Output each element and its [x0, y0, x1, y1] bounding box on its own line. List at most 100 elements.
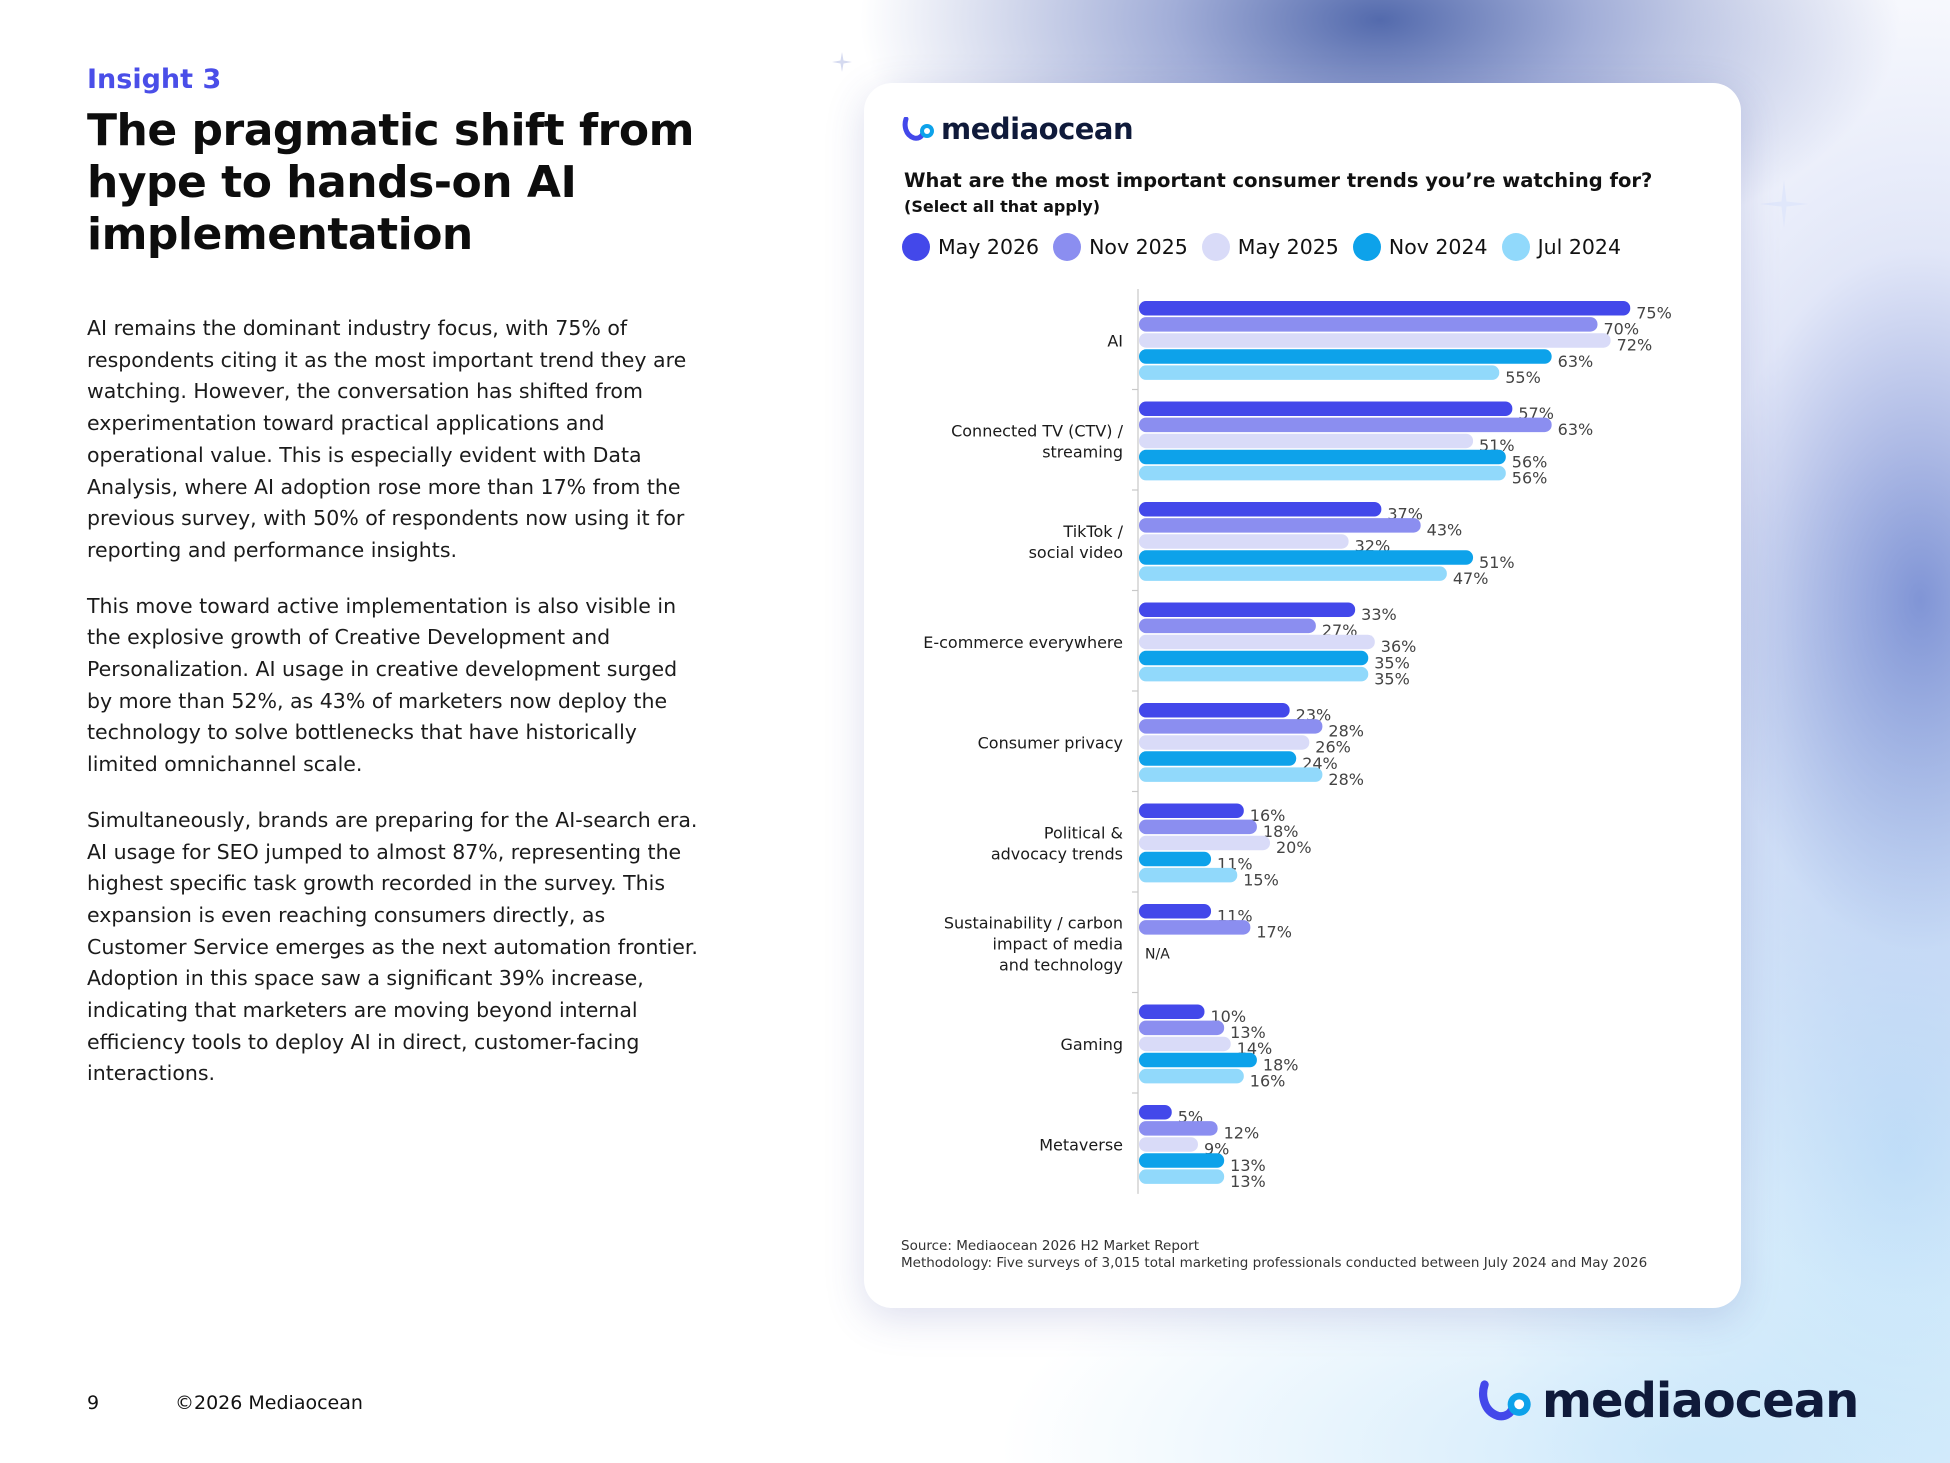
body-paragraph: Simultaneously, brands are preparing for…: [87, 807, 698, 1086]
card-logo: mediaocean: [902, 112, 1134, 146]
data-label: 43%: [1427, 521, 1463, 540]
bar: [1139, 634, 1375, 650]
bar: [1139, 1153, 1225, 1168]
data-label: 26%: [1315, 738, 1351, 757]
category-label-line: social video: [1029, 543, 1123, 562]
bar: [1139, 301, 1631, 316]
data-label: 13%: [1230, 1023, 1266, 1042]
sparkle-large-icon: [1760, 180, 1808, 228]
category-label-line: Connected TV (CTV) /: [951, 421, 1124, 440]
na-label: N/A: [1145, 946, 1170, 962]
data-label: 18%: [1263, 822, 1299, 841]
bar: [1139, 317, 1598, 332]
chart-subtitle: (Select all that apply): [904, 197, 1101, 216]
bar: [1139, 1137, 1198, 1152]
category-label-line: and technology: [999, 955, 1123, 974]
data-label: 35%: [1374, 669, 1410, 688]
bar: [1139, 333, 1611, 348]
legend-swatch: [1352, 233, 1381, 261]
bar: [1139, 534, 1349, 549]
bar: [1139, 365, 1500, 380]
category-label-line: AI: [1107, 331, 1123, 350]
bar: [1139, 735, 1310, 750]
data-label: 35%: [1374, 653, 1410, 672]
category-label: Consumer privacy: [978, 733, 1123, 752]
bar: [1139, 920, 1251, 935]
legend-item-jul-2024: Jul 2024: [1501, 233, 1621, 261]
data-label: 18%: [1263, 1055, 1299, 1074]
sparkle-small-icon: [832, 52, 852, 72]
bar: [1139, 1105, 1172, 1120]
mediaocean-logo-icon: [1479, 1380, 1531, 1421]
category-label-line: Consumer privacy: [978, 733, 1123, 752]
copyright: ©2026 Mediaocean: [175, 1392, 363, 1414]
body-text: AI remains the dominant industry focus, …: [87, 313, 707, 1114]
bar: [1139, 835, 1270, 851]
data-label: 75%: [1636, 304, 1672, 323]
data-label: 36%: [1381, 637, 1417, 656]
data-label: 72%: [1617, 336, 1653, 355]
page-headline: The pragmatic shift from hype to hands-o…: [87, 105, 694, 260]
mediaocean-logo-icon: [902, 117, 934, 141]
data-label: 13%: [1230, 1172, 1266, 1191]
methodology-line: Methodology: Five surveys of 3,015 total…: [901, 1255, 1648, 1271]
bar: [1139, 518, 1421, 533]
bar: [1139, 1169, 1225, 1184]
category-label-line: Gaming: [1060, 1035, 1123, 1054]
bar: [1139, 1068, 1244, 1084]
page-number: 9: [87, 1392, 100, 1414]
legend-label: May 2026: [938, 235, 1040, 259]
data-label: 17%: [1256, 923, 1292, 942]
bar: [1139, 1004, 1205, 1019]
bar: [1139, 550, 1474, 565]
bar: [1139, 433, 1474, 449]
bar: [1139, 349, 1552, 364]
legend-label: Jul 2024: [1537, 235, 1621, 259]
legend-item-nov-2025: Nov 2025: [1053, 233, 1188, 261]
bar: [1139, 819, 1257, 835]
bar: [1139, 502, 1382, 517]
body-paragraph: This move toward active implementation i…: [87, 593, 678, 777]
source-line: Source: Mediaocean 2026 H2 Market Report: [901, 1238, 1199, 1254]
data-label: 20%: [1276, 838, 1312, 857]
data-label: 47%: [1453, 569, 1489, 588]
bar: [1139, 666, 1369, 682]
data-label: 28%: [1328, 722, 1364, 741]
bar: [1139, 401, 1513, 416]
bar: [1139, 602, 1356, 617]
card-logo-wordmark: mediaocean: [941, 112, 1134, 146]
footer-logo: mediaocean: [1478, 1373, 1859, 1429]
bar-chart: AI 75%70%72% 63% 55% Connected TV (CTV) / str…: [923, 289, 1672, 1194]
category-label-line: advocacy trends: [991, 844, 1123, 863]
legend-item-may-2026: May 2026: [902, 233, 1039, 261]
category-label: Metaverse: [1039, 1135, 1123, 1154]
category-label: E-commerce everywhere: [923, 633, 1123, 652]
data-label: 51%: [1479, 553, 1515, 572]
bar: [1139, 1020, 1225, 1036]
chart-legend: May 2026 Nov 2025 May 2025 Nov 2024 Jul …: [902, 233, 1621, 261]
bar: [1139, 751, 1297, 766]
footer-logo-wordmark: mediaocean: [1542, 1373, 1859, 1429]
chart-source: Source: Mediaocean 2026 H2 Market Report…: [901, 1238, 1647, 1272]
category-label-line: Sustainability / carbon: [944, 913, 1123, 932]
legend-swatch: [1053, 233, 1082, 261]
category-label-line: streaming: [1042, 442, 1123, 461]
data-label: 56%: [1512, 468, 1548, 487]
data-label: 56%: [1512, 452, 1548, 471]
body-paragraph: AI remains the dominant industry focus, …: [87, 316, 687, 562]
legend-item-may-2025: May 2025: [1201, 233, 1339, 261]
category-label: Sustainability / carbon impact of media an…: [944, 913, 1123, 974]
bar: [1139, 1121, 1218, 1136]
bar: [1139, 465, 1506, 481]
category-label-line: impact of media: [993, 934, 1124, 953]
data-label: 16%: [1250, 806, 1286, 825]
category-label: AI: [1107, 331, 1123, 350]
category-label: Political & advocacy trends: [991, 823, 1123, 863]
data-label: 55%: [1505, 368, 1541, 387]
legend-swatch: [902, 233, 930, 261]
data-label: 63%: [1558, 352, 1594, 371]
chart-title: What are the most important consumer tre…: [904, 169, 1653, 192]
bar: [1139, 1036, 1231, 1052]
legend-label: Nov 2024: [1388, 235, 1488, 259]
legend-label: May 2025: [1237, 235, 1339, 259]
